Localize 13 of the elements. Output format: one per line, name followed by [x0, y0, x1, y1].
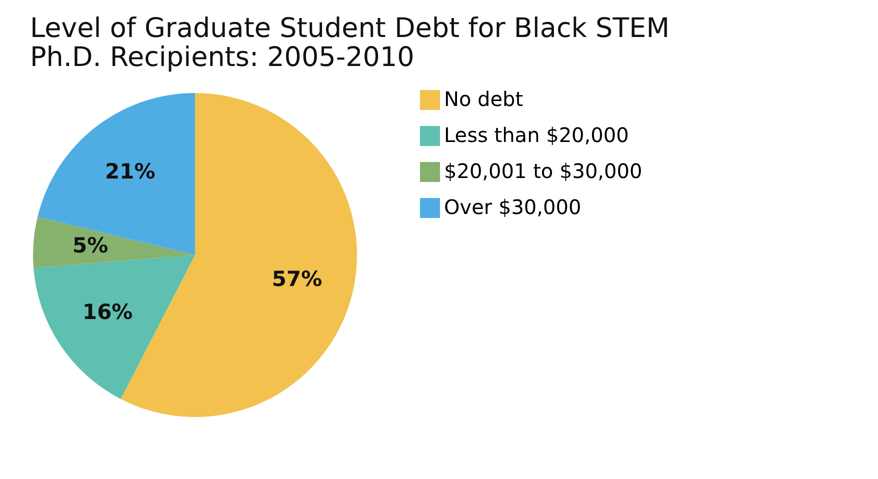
pie-slice	[38, 93, 195, 255]
legend-label: No debt	[444, 87, 524, 111]
data-label: 5%	[72, 234, 108, 258]
legend-label: Over $30,000	[444, 195, 582, 219]
data-label: 57%	[272, 266, 322, 291]
data-label: 16%	[82, 300, 133, 324]
text: Level of Graduate Student Debt for Black STEM	[30, 13, 670, 44]
legend-label: $20,001 to $30,000	[444, 159, 642, 183]
pie-slice	[33, 216, 195, 268]
text: Ph.D. Recipients: 2005-2010	[30, 42, 414, 73]
pie-slice	[34, 255, 195, 399]
legend-label: Less than $20,000	[444, 123, 629, 147]
data-label: 21%	[104, 159, 156, 184]
